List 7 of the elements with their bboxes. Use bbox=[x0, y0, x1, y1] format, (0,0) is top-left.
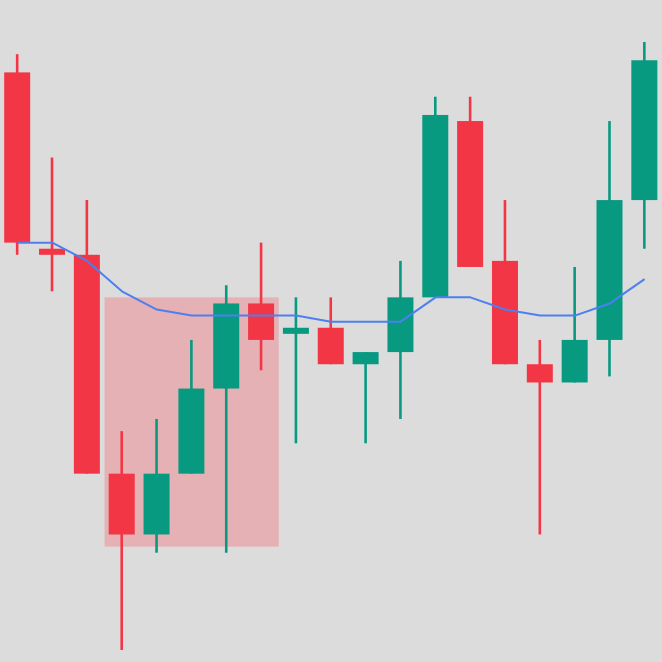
candlestick bbox=[526, 338, 553, 536]
candlestick bbox=[282, 296, 309, 445]
candlestick bbox=[352, 350, 379, 445]
candlestick bbox=[248, 241, 275, 372]
candlestick bbox=[561, 265, 588, 384]
candlestick bbox=[39, 156, 66, 293]
candlestick bbox=[317, 296, 344, 366]
